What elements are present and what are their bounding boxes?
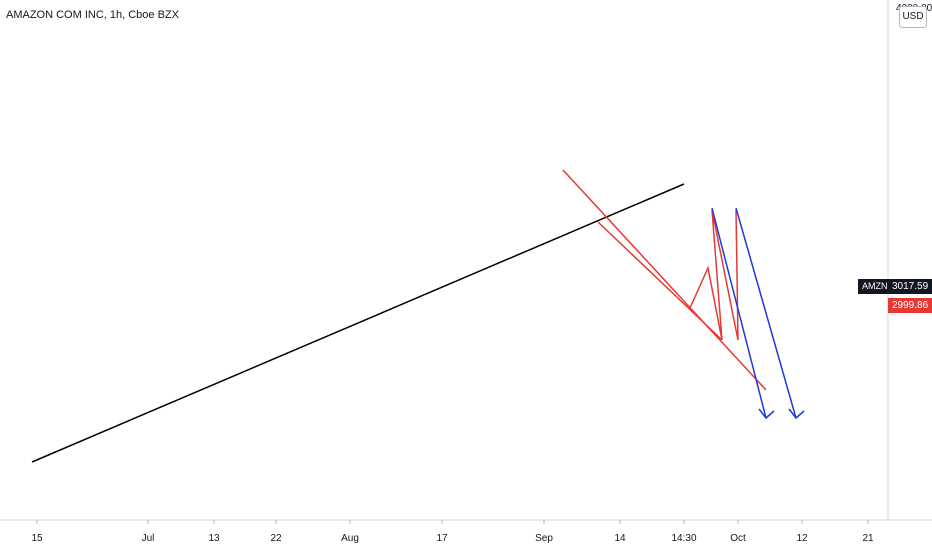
time-tick-label: 15 (31, 533, 43, 544)
drawing-layer (31, 169, 805, 463)
arrow-head-icon (758, 408, 775, 420)
time-tick-label: 12 (796, 533, 808, 544)
time-tick-label: 22 (270, 533, 282, 544)
last-price-symbol-tag: AMZN (858, 279, 892, 294)
projection-arrow-blue-2 (735, 207, 797, 419)
time-tick-label: Sep (535, 533, 553, 544)
time-tick-label: Jul (142, 533, 155, 544)
price-projection-red (689, 209, 739, 341)
symbol-title: AMAZON COM INC, 1h, Cboe BZX (6, 9, 179, 21)
time-tick-label: 21 (862, 533, 874, 544)
time-tick-label: Oct (730, 533, 746, 544)
time-tick-label: Aug (341, 533, 359, 544)
falling-trendline (562, 169, 767, 391)
time-axis[interactable]: 15 Jul 13 22 Aug 17 Sep 14 14:30 Oct 12 21 (31, 520, 874, 544)
last-price-tag: 3017.59 (888, 279, 932, 294)
time-tick-label: 14 (614, 533, 626, 544)
time-tick-label: 13 (208, 533, 220, 544)
time-tick-label: 17 (436, 533, 448, 544)
currency-button[interactable]: USD (899, 6, 927, 28)
time-tick-label: 14:30 (671, 533, 696, 544)
projection-arrow-blue-1 (711, 207, 767, 419)
arrow-head-icon (788, 408, 805, 420)
rising-trendline (31, 183, 685, 463)
falling-trendline-inner (597, 221, 723, 341)
current-price-tag: 2999.86 (888, 298, 932, 313)
